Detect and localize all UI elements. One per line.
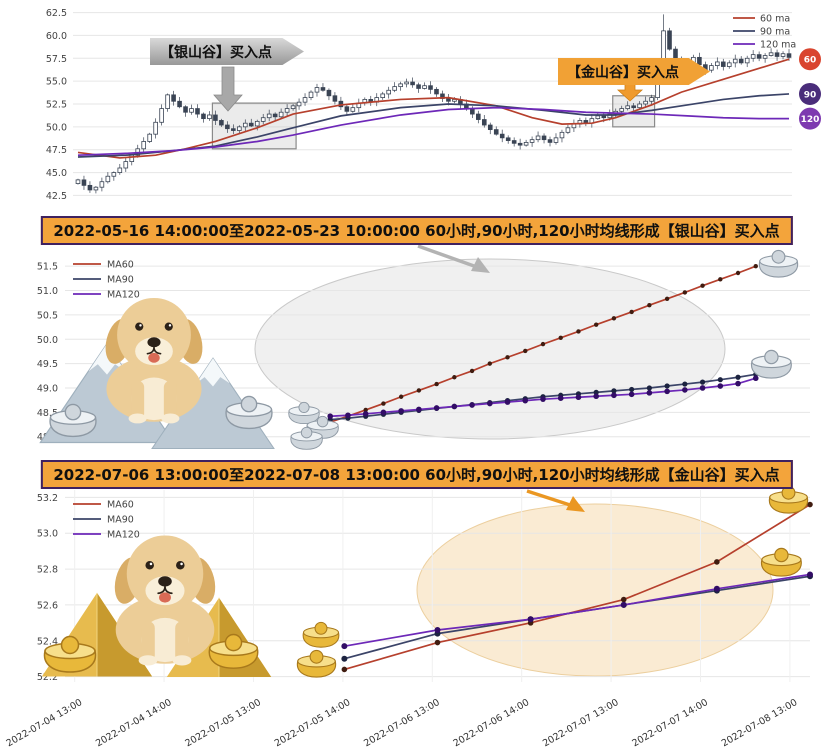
gold-ingot-icon <box>760 547 802 577</box>
silver-section-title: 2022-05-16 14:00:00至2022-05-23 10:00:00 … <box>53 222 780 240</box>
ma-badges: 60 90 120 <box>799 48 821 130</box>
svg-text:52.8: 52.8 <box>37 565 58 576</box>
gold-valley-callout: 【金山谷】买入点 <box>558 58 710 85</box>
svg-text:120: 120 <box>801 115 820 125</box>
svg-text:90 ma: 90 ma <box>760 27 790 38</box>
series-MA60 <box>344 503 811 671</box>
svg-text:52.4: 52.4 <box>37 636 58 647</box>
main-plot-layer: 62.5 60.0 57.5 55.0 52.5 50.0 47.5 45.0 42.5 60 m… <box>46 8 821 202</box>
silver-highlight-ellipse <box>254 258 726 440</box>
svg-text:52.2: 52.2 <box>37 672 58 683</box>
gold-annotation-arrowhead-icon <box>566 496 585 512</box>
silver-ingot-icon <box>758 249 799 278</box>
svg-text:57.5: 57.5 <box>46 54 67 65</box>
gold-section-banner: 2022-07-06 13:00:00至2022-07-08 13:00:00 … <box>40 460 793 489</box>
gold-highlight-ellipse <box>416 503 774 677</box>
svg-text:42.5: 42.5 <box>46 191 67 202</box>
silver-valley-callout-label: 【银山谷】买入点 <box>160 44 272 61</box>
silver-annotation-arrow-icon <box>417 244 475 268</box>
svg-text:53.2: 53.2 <box>37 493 58 504</box>
svg-text:90: 90 <box>804 90 817 100</box>
svg-text:60.0: 60.0 <box>46 31 67 42</box>
silver-annotation-arrowhead-icon <box>471 257 490 273</box>
svg-text:2022-07-04 14:00: 2022-07-04 14:00 <box>94 697 174 749</box>
svg-text:2022-07-08 13:00: 2022-07-08 13:00 <box>720 697 800 749</box>
svg-text:2022-07-05 14:00: 2022-07-05 14:00 <box>273 697 353 749</box>
svg-text:52.6: 52.6 <box>37 600 58 611</box>
x-axis-labels: 2022-07-04 13:00 2022-07-04 14:00 2022-07-… <box>5 697 800 749</box>
svg-text:MA60: MA60 <box>107 500 134 511</box>
svg-text:2022-07-06 14:00: 2022-07-06 14:00 <box>452 697 532 749</box>
svg-text:120 ma: 120 ma <box>760 40 796 51</box>
series-ma60 <box>77 58 790 159</box>
silver-section-banner: 2022-05-16 14:00:00至2022-05-23 10:00:00 … <box>40 216 793 245</box>
svg-text:2022-07-04 13:00: 2022-07-04 13:00 <box>5 697 85 749</box>
grid-layer: 62.5 60.0 57.5 55.0 52.5 50.0 47.5 45.0 42.5 <box>46 8 792 202</box>
svg-text:49.5: 49.5 <box>37 359 58 370</box>
golden-valley-chart: 53.2 53.0 52.8 52.6 52.4 52.2 2022-07-04 13:00… <box>5 486 813 749</box>
gold-ingot-icon <box>302 621 340 648</box>
svg-text:2022-07-05 13:00: 2022-07-05 13:00 <box>183 697 263 749</box>
svg-text:53.0: 53.0 <box>37 529 58 540</box>
svg-text:52.5: 52.5 <box>46 100 67 111</box>
svg-text:2022-07-07 13:00: 2022-07-07 13:00 <box>541 697 621 749</box>
svg-text:51.5: 51.5 <box>37 262 58 273</box>
gold-ingot-icon <box>768 486 809 514</box>
legend: 60 ma 90 ma 120 ma <box>733 14 796 51</box>
series-ma90 <box>77 93 790 158</box>
gold-section-title: 2022-07-06 13:00:00至2022-07-08 13:00:00 … <box>53 466 780 484</box>
legend: MA60 MA90 MA120 <box>73 260 140 301</box>
svg-text:51.0: 51.0 <box>37 286 58 297</box>
dog-illustration <box>100 297 208 425</box>
series-ma120 <box>77 106 790 157</box>
svg-text:MA60: MA60 <box>107 260 134 271</box>
svg-text:47.5: 47.5 <box>46 145 67 156</box>
svg-text:MA90: MA90 <box>107 275 134 286</box>
legend: MA60 MA90 MA120 <box>73 500 140 541</box>
svg-text:55.0: 55.0 <box>46 77 67 88</box>
silver-valley-chart: 51.551.050.550.049.549.048.548.0MA60MA90… <box>37 244 810 450</box>
main-candlestick-chart: 62.5 60.0 57.5 55.0 52.5 50.0 47.5 45.0 42.5 60 m… <box>46 8 821 202</box>
svg-text:2022-07-06 13:00: 2022-07-06 13:00 <box>362 697 442 749</box>
svg-text:MA120: MA120 <box>107 290 140 301</box>
svg-text:48.5: 48.5 <box>37 408 58 419</box>
silver-valley-callout: 【银山谷】买入点 <box>150 38 304 65</box>
svg-text:60 ma: 60 ma <box>760 14 790 25</box>
svg-text:MA120: MA120 <box>107 530 140 541</box>
ma-badge-90 <box>799 82 821 105</box>
svg-text:50.5: 50.5 <box>37 310 58 321</box>
svg-text:2022-07-07 14:00: 2022-07-07 14:00 <box>630 697 710 749</box>
svg-text:50.0: 50.0 <box>46 122 67 133</box>
gold-annotation-arrow-icon <box>526 489 571 507</box>
gold-valley-callout-label: 【金山谷】买入点 <box>567 64 679 81</box>
silver-ingot-icon <box>750 349 792 379</box>
svg-text:62.5: 62.5 <box>46 8 67 19</box>
series-MA120 <box>344 573 811 647</box>
dog-illustration <box>109 534 221 667</box>
svg-text:45.0: 45.0 <box>46 168 67 179</box>
svg-text:50.0: 50.0 <box>37 335 58 346</box>
svg-text:60: 60 <box>804 56 817 66</box>
svg-text:MA90: MA90 <box>107 515 134 526</box>
ma-badge-60 <box>799 48 821 71</box>
gold-down-arrow-icon <box>616 83 644 102</box>
silver-down-arrow-icon <box>213 66 243 112</box>
svg-text:49.0: 49.0 <box>37 383 58 394</box>
ma-badge-120 <box>799 107 821 130</box>
gold-ingot-icon <box>296 649 337 678</box>
